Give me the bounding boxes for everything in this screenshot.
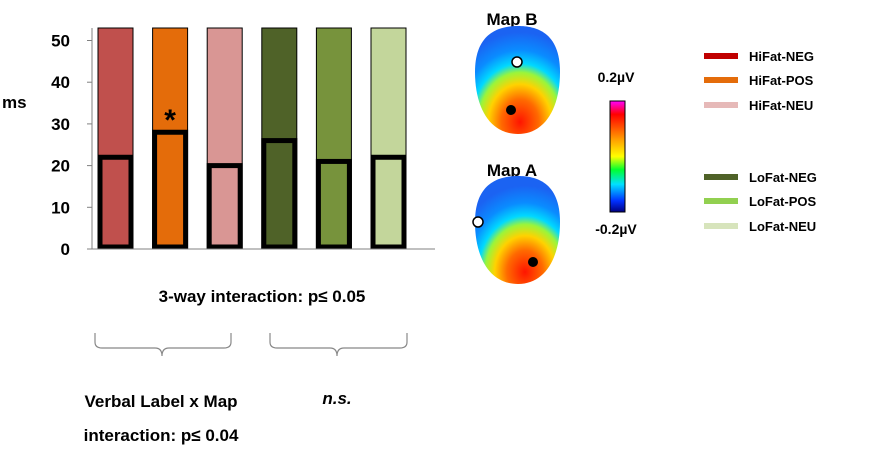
hifat-brace — [94, 333, 232, 357]
y-tick-label: 40 — [51, 73, 70, 92]
map-a-white-electrode — [472, 216, 484, 228]
legend-swatch-lofat-neg — [704, 174, 738, 180]
legend-swatch-lofat-neu — [704, 223, 738, 229]
map-b-topography — [475, 26, 560, 134]
legend-label-lofat-pos: LoFat-POS — [749, 194, 816, 209]
color-scale: 0.2µV -0.2µV — [595, 69, 637, 237]
map-a-title: Map A — [487, 161, 537, 180]
color-scale-min-label: -0.2µV — [595, 221, 637, 237]
color-scale-bar — [609, 100, 626, 213]
legend-label-hifat-pos: HiFat-POS — [749, 73, 814, 88]
map-b-white-electrode — [511, 56, 523, 68]
legend-label-lofat-neu: LoFat-NEU — [749, 219, 816, 234]
map-b-black-electrode — [506, 105, 516, 115]
y-tick-label: 0 — [61, 240, 70, 259]
legend-swatch-hifat-neg — [704, 53, 738, 59]
bar-map-a-lofat-neg — [261, 138, 298, 250]
bar-map-a-hifat-neg — [97, 154, 134, 250]
legend-label-hifat-neu: HiFat-NEU — [749, 98, 813, 113]
y-tick-label: 10 — [51, 198, 70, 217]
significance-marker: * — [164, 104, 176, 137]
bars-group: * — [97, 27, 407, 250]
color-scale-max-label: 0.2µV — [598, 69, 636, 85]
y-axis-label: ms — [2, 93, 27, 112]
legend: HiFat-NEG HiFat-POS HiFat-NEU LoFat-NEG LoFa… — [704, 49, 817, 234]
legend-label-lofat-neg: LoFat-NEG — [749, 170, 817, 185]
legend-swatch-hifat-neu — [704, 102, 738, 108]
bar-map-a-lofat-pos — [315, 158, 352, 250]
three-way-interaction-label: 3-way interaction: p≤ 0.05 — [159, 287, 366, 306]
legend-label-hifat-neg: HiFat-NEG — [749, 49, 814, 64]
verbal-label-interaction-line2: interaction: p≤ 0.04 — [84, 426, 239, 445]
map-b-title: Map B — [487, 10, 538, 29]
y-tick-label: 30 — [51, 115, 70, 134]
y-ticks: 0 10 20 30 40 50 — [51, 32, 92, 259]
y-tick-label: 50 — [51, 32, 70, 51]
map-a-black-electrode — [528, 257, 538, 267]
map-a: Map A — [472, 161, 560, 284]
bar-chart: * 0 10 20 30 40 50 ms — [2, 27, 435, 259]
map-b: Map B — [475, 10, 560, 134]
map-a-topography — [475, 176, 560, 284]
y-tick-label: 20 — [51, 157, 70, 176]
lofat-brace — [269, 333, 408, 357]
legend-swatch-hifat-pos — [704, 77, 738, 83]
bar-map-a-hifat-pos — [152, 129, 189, 250]
bar-map-a-hifat-neu — [206, 163, 243, 250]
legend-swatch-lofat-pos — [704, 198, 738, 204]
verbal-label-interaction-line1: Verbal Label x Map — [84, 392, 237, 411]
not-significant-label: n.s. — [322, 389, 351, 408]
bar-map-a-lofat-neu — [370, 154, 407, 250]
